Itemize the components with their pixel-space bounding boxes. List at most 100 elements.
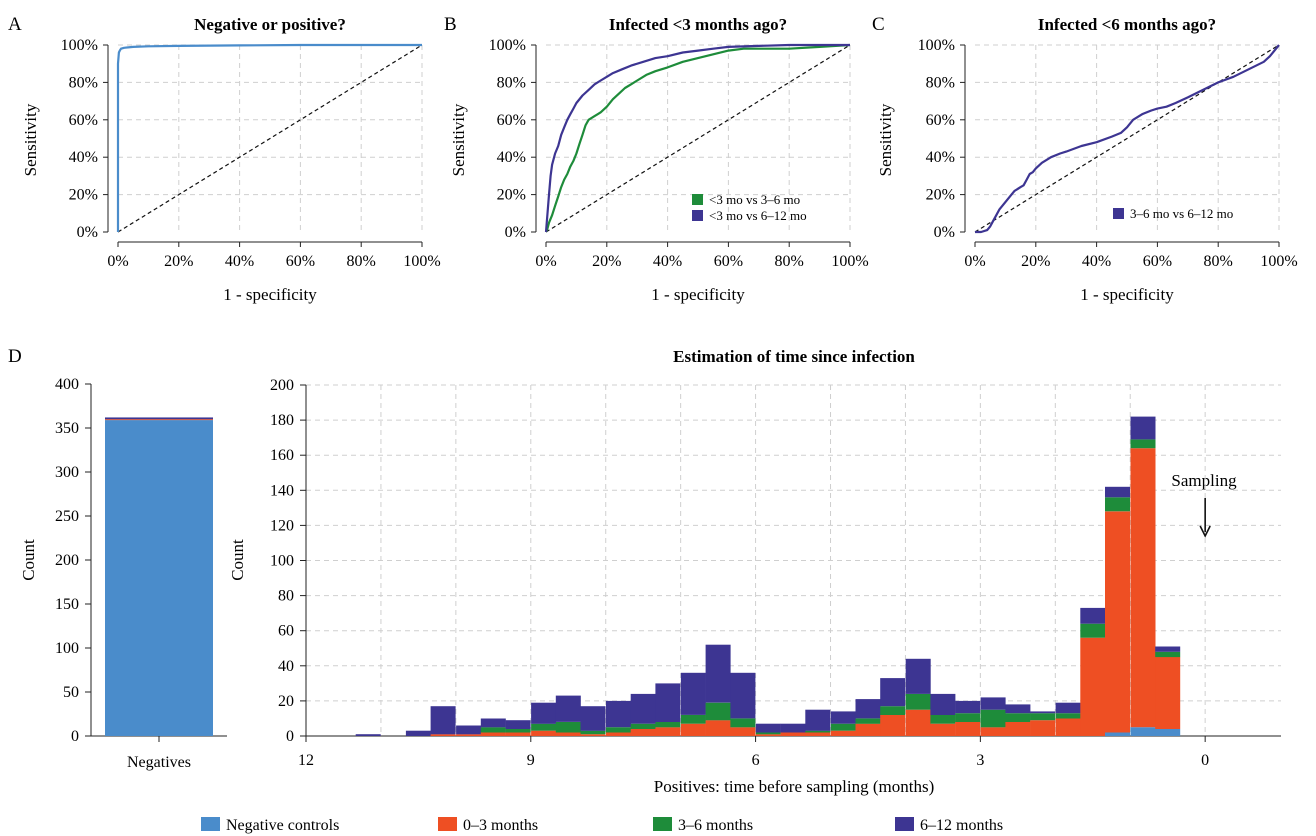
legend-label: Negative controls	[226, 817, 339, 834]
hist-bar-series-2	[980, 727, 1006, 736]
y-tick-label: 60%	[69, 112, 98, 129]
y-tick-label: 400	[55, 376, 79, 393]
hist-bar-series-4	[606, 700, 631, 728]
legend-swatch	[1113, 208, 1124, 219]
hist-bar-series-4	[805, 709, 831, 731]
y-tick-label: 80%	[69, 74, 98, 91]
y-tick-label: 180	[270, 412, 294, 429]
hist-bar-series-2	[1005, 722, 1031, 736]
y-tick-label: 20	[278, 693, 294, 710]
panel-c-y-axis-label: Sensitivity	[876, 103, 895, 176]
roc-curve-series-1	[975, 44, 1280, 234]
hist-bar-series-2	[830, 730, 856, 736]
x-tick-label: 0	[1201, 752, 1209, 769]
x-tick-label: 80%	[775, 253, 804, 270]
hist-bar-series-2	[1055, 718, 1081, 736]
roc-curve-series-1	[544, 43, 851, 233]
hist-bar-series-3	[805, 730, 831, 733]
hist-bar-series-4	[780, 723, 806, 733]
y-tick-label: 20%	[926, 187, 955, 204]
hist-bar-series-2	[880, 714, 906, 736]
legend-swatch	[438, 817, 457, 831]
y-tick-label: 80%	[926, 74, 955, 91]
hist-bar-series-4	[1130, 416, 1156, 440]
hist-bar-series-4	[1030, 711, 1056, 714]
hist-bar-series-2	[430, 734, 456, 736]
panel-a-x-axis-label: 1 - specificity	[223, 285, 317, 304]
hist-bar-series-4	[830, 711, 856, 724]
hist-bar-series-2	[630, 729, 656, 736]
hist-bar-series-4	[456, 725, 482, 735]
bar-negatives-2	[105, 419, 213, 421]
x-tick-label: 3	[976, 752, 984, 769]
panel-d-histogram: Estimation of time since infection Posit…	[228, 347, 1281, 796]
panel-c-label: C	[872, 14, 885, 35]
y-tick-label: 40%	[69, 149, 98, 166]
hist-bar-series-4	[880, 678, 906, 707]
bar-negatives-1	[105, 420, 213, 736]
x-tick-label: 20%	[592, 253, 621, 270]
x-tick-label: 80%	[347, 253, 376, 270]
x-tick-label: 12	[298, 752, 314, 769]
x-tick-label: 6	[752, 752, 760, 769]
legend-label: <3 mo vs 3–6 mo	[709, 192, 800, 207]
x-tick-label: 100%	[1260, 253, 1297, 270]
bottom-legend: Negative controls 0–3 months 3–6 months 6–1…	[201, 817, 1003, 834]
hist-bar-series-3	[705, 702, 731, 721]
hist-bar-series-3	[580, 730, 606, 735]
hist-bar-series-2	[705, 720, 731, 736]
hist-bar-series-3	[680, 714, 706, 724]
hist-bar-series-4	[930, 693, 956, 715]
panel-c-x-axis-label: 1 - specificity	[1080, 285, 1174, 304]
y-tick-label: 60%	[497, 112, 526, 129]
panel-a-title: Negative or positive?	[194, 15, 346, 34]
hist-bar-series-1	[1105, 732, 1130, 736]
y-tick-label: 0	[71, 728, 79, 745]
chance-diagonal-line	[974, 44, 1280, 233]
y-tick-label: 200	[270, 377, 294, 394]
hist-bar-series-2	[505, 732, 531, 736]
hist-bar-series-4	[580, 706, 606, 731]
panel-a-label: A	[8, 14, 22, 35]
chance-diagonal-line	[545, 44, 851, 233]
chance-diagonal-line	[117, 44, 423, 233]
y-tick-label: 20%	[69, 187, 98, 204]
y-tick-label: 100	[55, 640, 79, 657]
y-tick-label: 50	[63, 684, 79, 701]
hist-bar-series-3	[830, 723, 856, 731]
hist-bar-series-2	[730, 727, 756, 736]
y-tick-label: 160	[270, 447, 294, 464]
hist-bar-series-2	[655, 727, 681, 736]
panel-c-title: Infected <6 months ago?	[1038, 15, 1216, 34]
hist-bar-series-4	[905, 658, 931, 694]
roc-curve-series-2	[544, 43, 850, 233]
hist-bar-series-2	[1155, 657, 1181, 729]
panel-b-x-axis-label: 1 - specificity	[651, 285, 745, 304]
legend-swatch	[692, 194, 703, 205]
hist-bar-series-3	[930, 714, 956, 724]
hist-bar-series-4	[1005, 704, 1031, 714]
x-tick-label: 20%	[1021, 253, 1050, 270]
panel-b: B Infected <3 months ago? 1 - specificit…	[444, 14, 869, 304]
x-tick-label: 60%	[714, 253, 743, 270]
hist-bar-series-3	[555, 722, 581, 733]
hist-bar-series-2	[955, 722, 981, 736]
hist-bar-series-3	[730, 718, 756, 728]
x-tick-label: 40%	[1082, 253, 1111, 270]
hist-bar-series-4	[855, 699, 881, 719]
hist-bar-series-4	[705, 644, 731, 703]
y-tick-label: 80	[278, 588, 294, 605]
hist-bar-series-3	[980, 709, 1006, 728]
y-tick-label: 140	[270, 482, 294, 499]
x-tick-label: 9	[527, 752, 535, 769]
hist-bar-series-3	[955, 713, 981, 722]
hist-bar-series-3	[855, 718, 881, 724]
legend-label: 0–3 months	[463, 817, 538, 834]
hist-bar-series-4	[730, 672, 756, 719]
y-tick-label: 40	[278, 658, 294, 675]
hist-bar-series-2	[1080, 637, 1106, 736]
x-tick-label: 60%	[1143, 253, 1172, 270]
hist-bar-series-2	[480, 732, 506, 736]
x-tick-label: 60%	[286, 253, 315, 270]
